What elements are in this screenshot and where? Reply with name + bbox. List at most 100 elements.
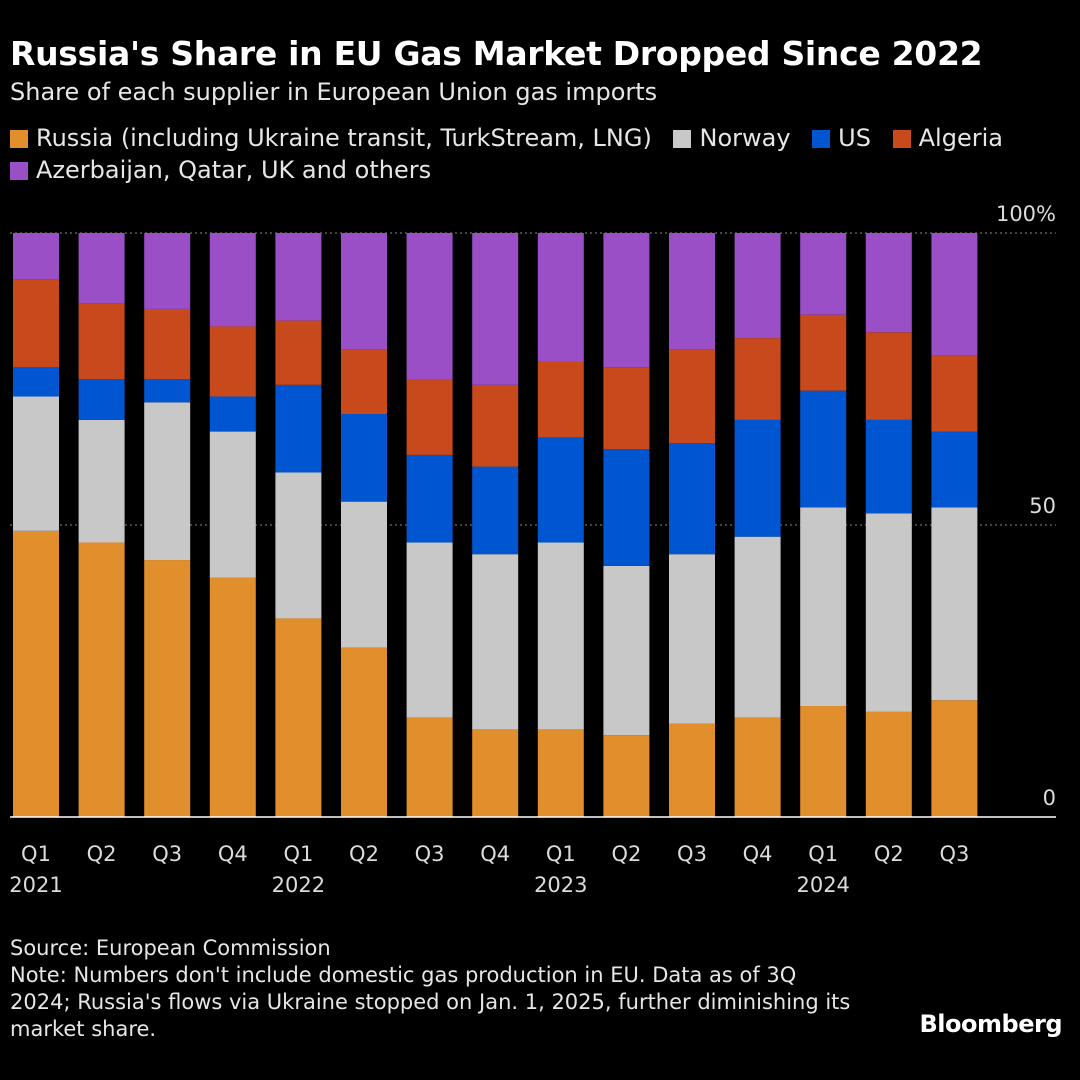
- x-tick-label: Q4: [218, 842, 248, 866]
- bar-segment-1: [931, 700, 978, 817]
- bar-segment-3: [341, 414, 387, 502]
- bar-segment-3: [669, 443, 715, 555]
- bar-segment-3: [78, 379, 125, 420]
- bar-segment-1: [865, 711, 912, 817]
- bar-segment-5: [537, 233, 584, 362]
- bar-segment-3: [209, 396, 256, 432]
- bar-segment-2: [78, 419, 125, 543]
- bar-segment-1: [406, 717, 453, 817]
- bar-segment-4: [341, 349, 387, 415]
- legend-label-russia: Russia (including Ukraine transit, TurkS…: [36, 124, 652, 152]
- bar-segment-3: [406, 454, 453, 543]
- bar-segment-5: [341, 233, 387, 350]
- bloomberg-logo: Bloomberg: [919, 1010, 1063, 1038]
- bar-segment-1: [537, 729, 584, 817]
- bar-segment-2: [537, 542, 584, 730]
- bar-segment-3: [865, 419, 912, 514]
- bar-segment-1: [472, 729, 519, 817]
- legend-item-us: US: [812, 122, 871, 154]
- legend-item-others: Azerbaijan, Qatar, UK and others: [10, 154, 431, 186]
- bar-segment-2: [865, 513, 912, 712]
- x-tick-label: Q3: [415, 842, 445, 866]
- legend-swatch-russia: [10, 130, 28, 148]
- x-tick-label: Q1: [21, 842, 51, 866]
- bar-segment-5: [406, 233, 453, 379]
- x-tick-label: Q2: [874, 842, 904, 866]
- bar-segment-4: [931, 355, 978, 432]
- x-year-label: 2021: [9, 873, 62, 897]
- bar-segment-4: [275, 320, 322, 385]
- x-tick-label: Q4: [743, 842, 773, 866]
- legend-label-norway: Norway: [699, 124, 791, 152]
- bar-segment-1: [144, 560, 191, 817]
- bar-segment-5: [669, 233, 715, 350]
- bar-segment-1: [669, 723, 715, 817]
- bar-segment-2: [209, 431, 256, 578]
- legend-label-others: Azerbaijan, Qatar, UK and others: [36, 156, 432, 184]
- legend-swatch-algeria: [892, 130, 911, 148]
- bar-segment-5: [13, 233, 59, 280]
- legend-item-russia: Russia (including Ukraine transit, TurkS…: [10, 122, 652, 154]
- bar-segment-4: [734, 338, 781, 420]
- bar-segment-2: [472, 554, 519, 730]
- bar-segment-3: [472, 466, 519, 555]
- x-tick-label: Q2: [611, 842, 641, 866]
- bar-segment-5: [78, 233, 125, 304]
- legend-swatch-others: [10, 162, 28, 180]
- bar-segment-5: [144, 233, 191, 309]
- x-year-label: 2022: [272, 873, 325, 897]
- footnote: Note: Numbers don't include domestic gas…: [10, 963, 851, 1041]
- bar-segment-3: [537, 437, 584, 543]
- bar-segment-2: [734, 536, 781, 718]
- bar-segment-4: [406, 379, 453, 455]
- bar-segment-2: [931, 507, 978, 701]
- bar-segment-5: [865, 233, 912, 333]
- bar-segment-2: [603, 565, 650, 736]
- bar-segment-3: [13, 367, 59, 397]
- bar-segment-1: [275, 618, 322, 817]
- bar-segment-5: [209, 233, 256, 327]
- bar-segment-1: [800, 706, 847, 817]
- legend-swatch-norway: [673, 130, 692, 148]
- bar-segment-5: [800, 233, 847, 315]
- x-tick-label: Q1: [283, 842, 313, 866]
- y-tick-label: 100%: [996, 202, 1056, 226]
- bar-segment-5: [275, 233, 322, 321]
- x-year-label: 2024: [796, 873, 849, 897]
- x-tick-label: Q3: [152, 842, 182, 866]
- bar-segment-3: [603, 449, 650, 566]
- bar-segment-2: [341, 501, 387, 648]
- stacked-bar-chart: 100% 50 0 Q1 2021 Q2 Q3 Q4 Q1 2022 Q2 Q3 Q4 Q1 2023 Q2 Q…: [9, 202, 1056, 897]
- x-year-label: 2023: [534, 873, 587, 897]
- bar-segment-4: [144, 308, 191, 379]
- x-tick-label: Q1: [808, 842, 838, 866]
- bar-segment-3: [275, 384, 322, 473]
- bar-segment-4: [209, 326, 256, 397]
- y-tick-label: 0: [1043, 786, 1056, 810]
- bar-segment-4: [78, 303, 125, 379]
- legend-label-algeria: Algeria: [918, 124, 1003, 152]
- x-tick-label: Q2: [349, 842, 379, 866]
- bar-segment-3: [800, 390, 847, 508]
- bar-segment-4: [472, 384, 519, 467]
- chart-subtitle: Share of each supplier in European Union…: [10, 78, 658, 106]
- bar-segment-2: [669, 554, 715, 724]
- chart-title: Russia's Share in EU Gas Market Dropped …: [10, 34, 983, 73]
- bar-segment-5: [734, 233, 781, 339]
- bar-segment-5: [472, 233, 519, 385]
- bar-segment-3: [144, 379, 191, 403]
- x-tick-label: Q3: [939, 842, 969, 866]
- bar-segment-2: [144, 402, 191, 561]
- bar-segment-4: [537, 361, 584, 438]
- bar-segment-3: [931, 431, 978, 508]
- bar-segment-1: [603, 735, 650, 817]
- legend-item-norway: Norway: [673, 122, 791, 154]
- bar-segment-1: [13, 530, 59, 817]
- y-tick-label: 50: [1029, 494, 1056, 518]
- x-tick-label: Q3: [677, 842, 707, 866]
- bar-segment-4: [603, 367, 650, 450]
- bar-segment-4: [800, 314, 847, 391]
- legend-swatch-us: [812, 130, 831, 148]
- legend-item-algeria: Algeria: [892, 122, 1003, 154]
- bar-segment-5: [603, 233, 650, 368]
